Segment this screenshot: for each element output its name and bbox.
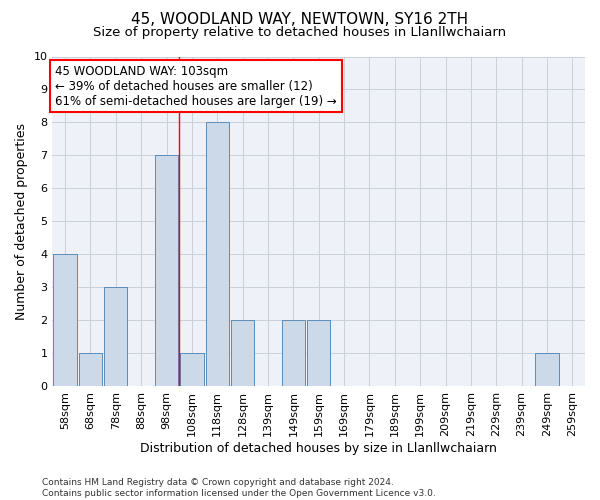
Y-axis label: Number of detached properties: Number of detached properties: [15, 123, 28, 320]
Text: 45 WOODLAND WAY: 103sqm
← 39% of detached houses are smaller (12)
61% of semi-de: 45 WOODLAND WAY: 103sqm ← 39% of detache…: [55, 64, 337, 108]
Text: 45, WOODLAND WAY, NEWTOWN, SY16 2TH: 45, WOODLAND WAY, NEWTOWN, SY16 2TH: [131, 12, 469, 28]
Bar: [231, 320, 254, 386]
Bar: [79, 354, 102, 386]
Bar: [206, 122, 229, 386]
Text: Contains HM Land Registry data © Crown copyright and database right 2024.
Contai: Contains HM Land Registry data © Crown c…: [42, 478, 436, 498]
Bar: [104, 288, 127, 386]
X-axis label: Distribution of detached houses by size in Llanllwchaiarn: Distribution of detached houses by size …: [140, 442, 497, 455]
Bar: [307, 320, 331, 386]
Bar: [535, 354, 559, 386]
Bar: [281, 320, 305, 386]
Bar: [155, 156, 178, 386]
Bar: [53, 254, 77, 386]
Bar: [180, 354, 203, 386]
Text: Size of property relative to detached houses in Llanllwchaiarn: Size of property relative to detached ho…: [94, 26, 506, 39]
